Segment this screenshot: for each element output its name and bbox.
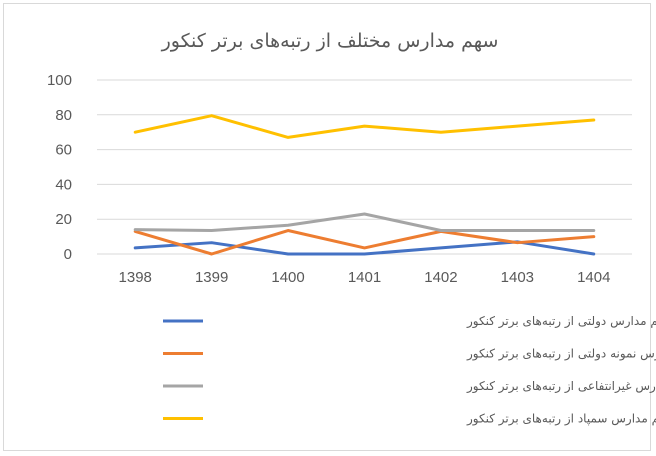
y-axis-ticks: 0 20 40 60 80 100	[47, 72, 72, 263]
x-tick-label: 1402	[424, 269, 457, 286]
x-tick-label: 1399	[195, 269, 228, 286]
legend-label: سهم مدارس نمونه دولتی از رتبه‌های برتر ک…	[466, 347, 656, 362]
y-tick-label: 40	[55, 176, 72, 193]
legend-item: سهم مدارس دولتی از رتبه‌های برتر کنکور	[163, 314, 656, 329]
legend: سهم مدارس دولتی از رتبه‌های برتر کنکور سه…	[163, 314, 656, 427]
legend-label: سهم مدارس سمپاد از رتبه‌های برتر کنکور	[466, 412, 656, 427]
legend-label: سهم مدارس غیرانتفاعی از رتبه‌های برتر کن…	[466, 379, 656, 394]
chart-area	[3, 3, 651, 451]
series-line-1	[133, 229, 596, 256]
x-tick-label: 1398	[119, 269, 152, 286]
x-tick-label: 1403	[501, 269, 534, 286]
legend-item: سهم مدارس نمونه دولتی از رتبه‌های برتر ک…	[163, 347, 656, 362]
y-tick-label: 80	[55, 107, 72, 124]
legend-item: سهم مدارس سمپاد از رتبه‌های برتر کنکور	[163, 412, 656, 427]
y-tick-label: 100	[47, 72, 72, 89]
y-tick-label: 20	[55, 211, 72, 228]
series-line-2	[133, 212, 596, 233]
legend-item: سهم مدارس غیرانتفاعی از رتبه‌های برتر کن…	[163, 379, 656, 394]
series-line-3	[133, 114, 596, 139]
x-axis-ticks: 1398 1399 1400 1401 1402 1403 1404	[119, 269, 611, 286]
x-tick-label: 1404	[577, 269, 610, 286]
gridlines	[97, 79, 632, 255]
legend-label: سهم مدارس دولتی از رتبه‌های برتر کنکور	[466, 314, 656, 329]
series-lines	[133, 114, 596, 256]
y-tick-label: 60	[55, 142, 72, 159]
chart-title: سهم مدارس مختلف از رتبه‌های برتر کنکور	[161, 30, 499, 52]
x-tick-label: 1401	[348, 269, 381, 286]
x-tick-label: 1400	[271, 269, 304, 286]
y-tick-label: 0	[64, 246, 72, 263]
